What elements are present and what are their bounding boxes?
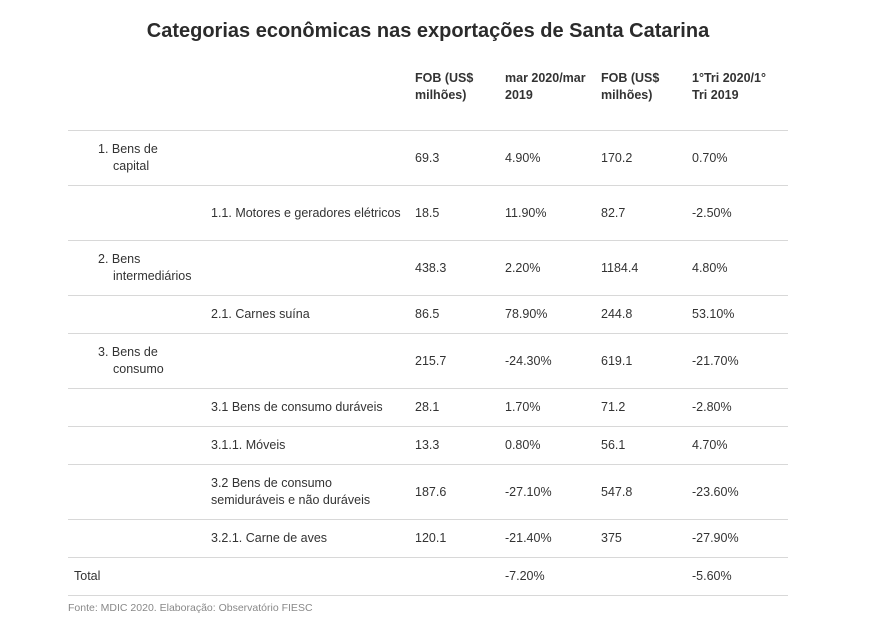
table-row: 3.2.1. Carne de aves 120.1 -21.40% 375 -27.9… <box>68 519 788 558</box>
fob-march-cell: 18.5 <box>409 185 499 241</box>
variation-march-cell: 4.90% <box>499 130 595 186</box>
fob-quarter-cell: 375 <box>595 519 686 558</box>
category-cell: 1. Bens de capital <box>68 130 205 186</box>
category-label-line2: capital <box>113 159 150 173</box>
variation-march-cell: 2.20% <box>499 240 595 296</box>
header-cell: FOB (US$ milhões) <box>415 71 474 102</box>
variation-march-cell: 78.90% <box>499 295 595 334</box>
header-row: FOB (US$ milhões) mar 2020/mar 2019 FOB … <box>68 66 788 131</box>
subcategory-cell <box>205 557 409 596</box>
category-cell <box>68 185 205 241</box>
fob-quarter-cell <box>595 557 686 596</box>
table-row: 2. Bens intermediários 438.3 2.20% 1184.4 4.8… <box>68 240 788 296</box>
subcategory-cell <box>205 333 409 389</box>
fob-quarter-cell: 56.1 <box>595 426 686 465</box>
subcategory-cell: 3.2 Bens de consumo semiduráveis e não d… <box>205 464 409 520</box>
fob-quarter-cell: 244.8 <box>595 295 686 334</box>
category-label-line1: 3. Bens de <box>98 345 158 359</box>
category-cell <box>68 464 205 520</box>
fob-quarter-cell: 170.2 <box>595 130 686 186</box>
subcategory-cell: 1.1. Motores e geradores elétricos <box>205 185 409 241</box>
fob-march-cell: 86.5 <box>409 295 499 334</box>
variation-quarter-cell: 4.80% <box>686 240 788 296</box>
table-row: Total -7.20% -5.60% <box>68 557 788 596</box>
variation-march-cell: -24.30% <box>499 333 595 389</box>
category-label-line2: consumo <box>113 362 164 376</box>
header-cell: FOB (US$ milhões) <box>601 71 660 102</box>
category-cell: 3. Bens de consumo <box>68 333 205 389</box>
variation-quarter-cell: 53.10% <box>686 295 788 334</box>
category-cell <box>68 295 205 334</box>
exports-table: FOB (US$ milhões) mar 2020/mar 2019 FOB … <box>68 66 788 596</box>
category-label-line1: 1. Bens de <box>98 142 158 156</box>
category-cell <box>68 388 205 427</box>
variation-quarter-cell: -2.80% <box>686 388 788 427</box>
variation-quarter-cell: -5.60% <box>686 557 788 596</box>
table-row: 2.1. Carnes suína 86.5 78.90% 244.8 53.10% <box>68 295 788 334</box>
category-label-line1: 2. Bens <box>98 252 141 266</box>
fob-march-cell: 28.1 <box>409 388 499 427</box>
fob-quarter-cell: 82.7 <box>595 185 686 241</box>
category-cell <box>68 519 205 558</box>
category-label: Total <box>74 569 101 583</box>
header-cell: mar 2020/mar 2019 <box>505 71 586 102</box>
fob-march-cell: 13.3 <box>409 426 499 465</box>
fob-march-cell: 120.1 <box>409 519 499 558</box>
table-row: 3.2 Bens de consumo semiduráveis e não d… <box>68 464 788 520</box>
fob-quarter-cell: 547.8 <box>595 464 686 520</box>
variation-march-cell: -27.10% <box>499 464 595 520</box>
variation-quarter-cell: 4.70% <box>686 426 788 465</box>
category-label-line2: intermediários <box>113 269 192 283</box>
header-cell <box>68 66 205 131</box>
subcategory-cell: 3.2.1. Carne de aves <box>205 519 409 558</box>
source-note: Fonte: MDIC 2020. Elaboração: Observatór… <box>68 602 313 614</box>
category-cell: Total <box>68 557 205 596</box>
category-cell <box>68 426 205 465</box>
fob-march-cell: 215.7 <box>409 333 499 389</box>
variation-march-cell: 0.80% <box>499 426 595 465</box>
table-row: 3.1 Bens de consumo duráveis 28.1 1.70% 71.… <box>68 388 788 427</box>
variation-march-cell: -7.20% <box>499 557 595 596</box>
table-row: 1.1. Motores e geradores elétricos 18.5 11… <box>68 185 788 241</box>
variation-march-cell: 1.70% <box>499 388 595 427</box>
variation-quarter-cell: -23.60% <box>686 464 788 520</box>
variation-quarter-cell: -2.50% <box>686 185 788 241</box>
subcategory-cell: 3.1 Bens de consumo duráveis <box>205 388 409 427</box>
variation-quarter-cell: -21.70% <box>686 333 788 389</box>
fob-march-cell: 69.3 <box>409 130 499 186</box>
category-cell: 2. Bens intermediários <box>68 240 205 296</box>
header-cell: 1°Tri 2020/1° Tri 2019 <box>692 71 766 102</box>
subcategory-cell <box>205 240 409 296</box>
table-row: 3.1.1. Móveis 13.3 0.80% 56.1 4.70% <box>68 426 788 465</box>
fob-quarter-cell: 1184.4 <box>595 240 686 296</box>
variation-quarter-cell: 0.70% <box>686 130 788 186</box>
subcategory-cell: 2.1. Carnes suína <box>205 295 409 334</box>
table-body: 1. Bens de capital 69.3 4.90% 170.2 0.70% 1.1.… <box>68 130 788 596</box>
table-row: 1. Bens de capital 69.3 4.90% 170.2 0.70% <box>68 130 788 186</box>
subcategory-cell <box>205 130 409 186</box>
variation-march-cell: -21.40% <box>499 519 595 558</box>
fob-march-cell <box>409 557 499 596</box>
subcategory-cell: 3.1.1. Móveis <box>205 426 409 465</box>
fob-march-cell: 187.6 <box>409 464 499 520</box>
variation-quarter-cell: -27.90% <box>686 519 788 558</box>
chart-title: Categorias econômicas nas exportações de… <box>146 20 710 42</box>
header-cell <box>205 66 409 131</box>
table-row: 3. Bens de consumo 215.7 -24.30% 619.1 -21.70… <box>68 333 788 389</box>
fob-march-cell: 438.3 <box>409 240 499 296</box>
fob-quarter-cell: 71.2 <box>595 388 686 427</box>
variation-march-cell: 11.90% <box>499 185 595 241</box>
fob-quarter-cell: 619.1 <box>595 333 686 389</box>
